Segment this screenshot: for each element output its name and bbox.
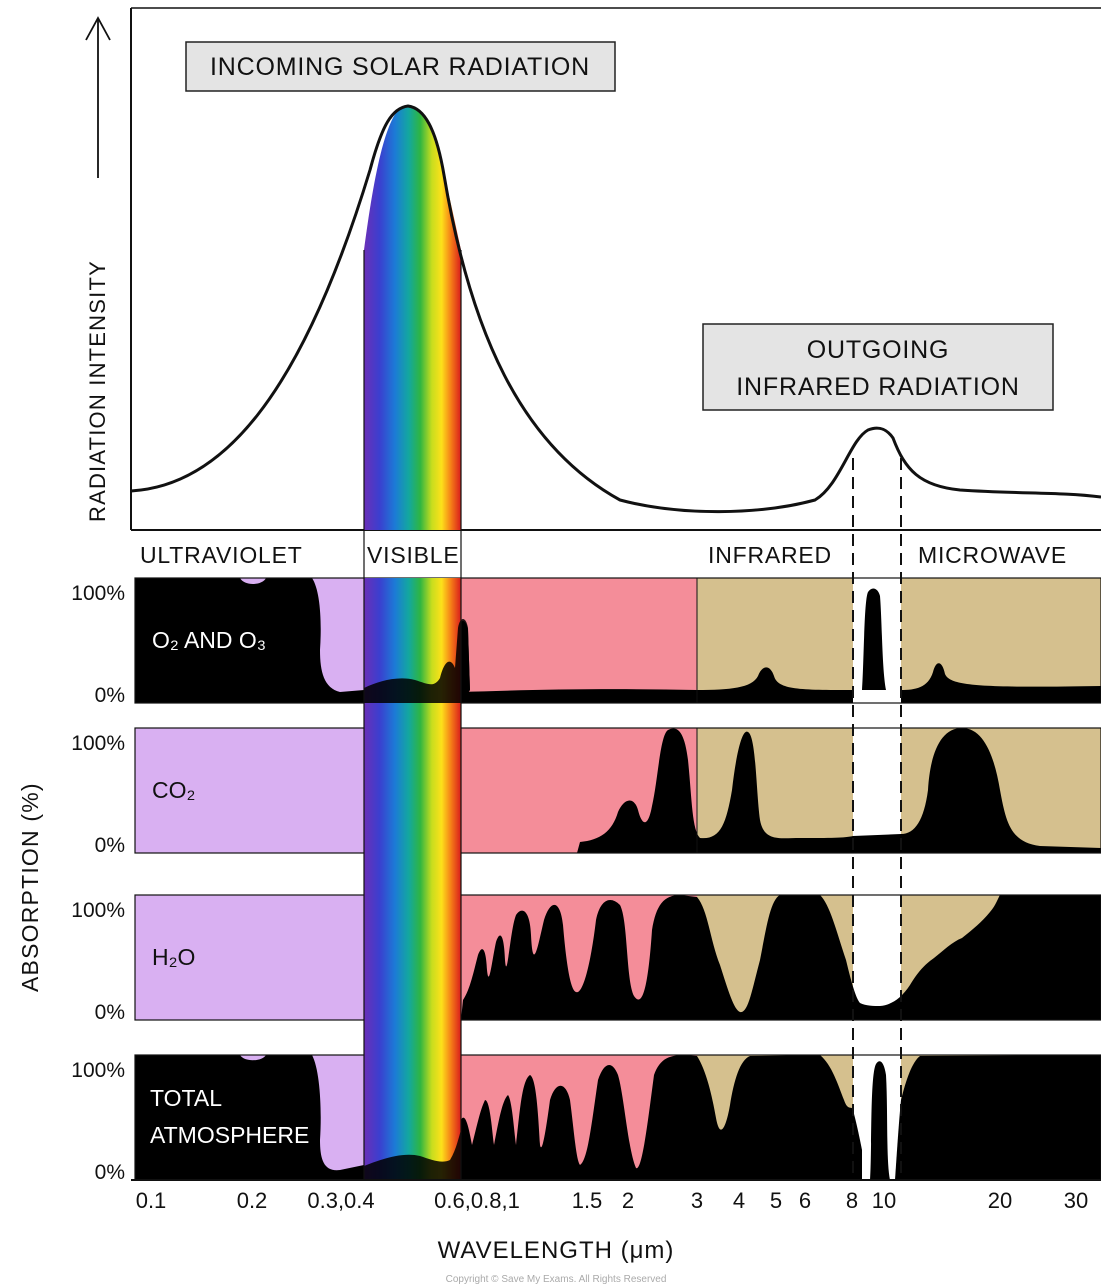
total-absorption-uv (135, 1055, 364, 1180)
x-tick: 2 (622, 1188, 634, 1213)
visible-spectrum-peak (364, 106, 461, 530)
tick-0-total: 0% (95, 1161, 125, 1184)
h2o-absorption-bands (461, 895, 1101, 1020)
region-visible: VISIBLE (367, 542, 460, 568)
intensity-graph: RADIATION INTENSITY INCOMING SOLAR RADIA… (85, 7, 1101, 531)
x-tick: 30 (1064, 1188, 1088, 1213)
tick-100-co2: 100% (71, 732, 125, 755)
panel-o2o3-label: O₂ AND O₃ (152, 627, 266, 653)
panel-o2o3-frame (134, 577, 1101, 704)
incoming-solar-callout: INCOMING SOLAR RADIATION (185, 41, 616, 92)
tick-0-h2o: 0% (95, 1001, 125, 1024)
x-tick: 20 (988, 1188, 1012, 1213)
panel-h2o-frame (134, 894, 1101, 1021)
wavelength-ticks: 0.1 0.2 0.3,0.4 0.6,0.8,1 1.5 2 3 4 5 6 … (136, 1188, 1089, 1213)
panel-total-atmosphere: TOTAL ATMOSPHERE (134, 1054, 1101, 1181)
total-absorption-bands (461, 1055, 853, 1180)
y-axis-arrow-icon (85, 16, 111, 178)
outgoing-label-line1: OUTGOING (807, 336, 950, 364)
o2o3-absorption-uv (135, 578, 364, 703)
o2o3-absorption-window-peak (862, 588, 886, 690)
x-tick: 10 (872, 1188, 896, 1213)
y-axis-label: RADIATION INTENSITY (85, 260, 110, 522)
x-tick: 0.6,0.8,1 (434, 1188, 520, 1213)
absorption-ticks: 100% 0% 100% 0% 100% 0% 100% 0% (71, 582, 125, 1184)
visible-spectrum-band-absorption (364, 619, 470, 703)
x-tick: 4 (733, 1188, 745, 1213)
total-window-edge-left (853, 1110, 862, 1180)
x-tick: 0.2 (237, 1188, 268, 1213)
panel-h2o: H₂O (134, 894, 1101, 1021)
absorption-axis-label: ABSORPTION (%) (17, 782, 43, 992)
tick-0-o2o3: 0% (95, 684, 125, 707)
radiation-intensity-curve (130, 104, 1101, 514)
visible-spectrum-band-total (364, 1130, 461, 1180)
region-labels: ULTRAVIOLET VISIBLE INFRARED MICROWAVE (140, 542, 1067, 568)
outgoing-label-line2: INFRARED RADIATION (736, 373, 1019, 401)
atmospheric-window (853, 728, 901, 853)
tick-100-o2o3: 100% (71, 582, 125, 605)
region-microwave: MICROWAVE (918, 542, 1067, 568)
incoming-solar-label: INCOMING SOLAR RADIATION (210, 53, 590, 81)
x-tick: 5 (770, 1188, 782, 1213)
total-absorption-microwave (895, 1055, 1101, 1180)
atmospheric-window-lines (852, 458, 902, 1180)
panel-h2o-label: H₂O (152, 944, 195, 970)
panel-co2-uv-bg (135, 728, 364, 853)
panel-total-label-line1: TOTAL (150, 1085, 222, 1111)
panel-total-label-line2: ATMOSPHERE (150, 1122, 309, 1148)
total-window-peak (870, 1061, 890, 1180)
o2o3-absorption-ir (461, 667, 853, 703)
x-tick: 0.1 (136, 1188, 167, 1213)
atmospheric-window (853, 895, 901, 1020)
x-tick: 8 (846, 1188, 858, 1213)
region-infrared: INFRARED (708, 542, 832, 568)
panel-co2: CO₂ (134, 727, 1101, 854)
region-ultraviolet: ULTRAVIOLET (140, 542, 303, 568)
panel-h2o-uv-bg (135, 895, 364, 1020)
x-tick: 1.5 (572, 1188, 603, 1213)
tick-100-h2o: 100% (71, 899, 125, 922)
x-tick: 0.3,0.4 (307, 1188, 374, 1213)
x-tick: 6 (799, 1188, 811, 1213)
tick-0-co2: 0% (95, 834, 125, 857)
panel-o2o3-red-bg (461, 578, 697, 703)
copyright-note: Copyright © Save My Exams. All Rights Re… (446, 1274, 667, 1285)
panel-co2-frame (134, 727, 1101, 854)
panel-o2-o3: O₂ AND O₃ (134, 577, 1101, 704)
x-tick: 3 (691, 1188, 703, 1213)
tick-100-total: 100% (71, 1059, 125, 1082)
o2o3-absorption-microwave (901, 663, 1101, 703)
co2-absorption-bands (577, 728, 1101, 853)
panel-co2-label: CO₂ (152, 777, 195, 803)
outgoing-infrared-callout: OUTGOING INFRARED RADIATION (702, 323, 1054, 411)
wavelength-axis-label: WAVELENGTH (μm) (438, 1237, 675, 1264)
